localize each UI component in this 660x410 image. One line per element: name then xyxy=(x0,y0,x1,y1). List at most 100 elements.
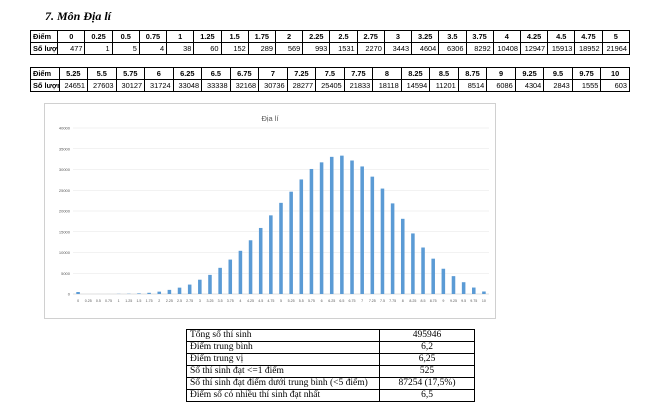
stat-label: Điểm số có nhiều thí sinh đạt nhất xyxy=(186,389,380,402)
bar xyxy=(390,203,395,294)
x-tick-label: 10 xyxy=(482,299,486,303)
x-tick-label: 1.5 xyxy=(136,299,141,303)
x-tick-label: 2.75 xyxy=(186,299,193,303)
score-cell: 2.5 xyxy=(329,30,358,43)
count-cell: 27603 xyxy=(87,79,117,92)
bar xyxy=(350,160,354,294)
count-cell: 993 xyxy=(302,42,331,55)
score-cell: 6.5 xyxy=(201,67,231,80)
count-cell: 1 xyxy=(84,42,113,55)
score-cell: 7.75 xyxy=(343,67,374,80)
bar xyxy=(157,291,162,294)
score-row: Điểm 0 0.25 0.5 0.75 1 1.25 1.5 1.75 2 2.25 2.5 2.75… xyxy=(29,30,631,43)
count-cell: 33048 xyxy=(172,79,203,92)
x-tick-label: 7.25 xyxy=(369,299,376,303)
count-cell: 12947 xyxy=(519,42,549,55)
bar xyxy=(309,168,314,294)
score-cell: 8.25 xyxy=(400,67,431,80)
x-tick-label: 9.75 xyxy=(470,299,477,303)
bar xyxy=(400,218,405,294)
score-cell: 2.25 xyxy=(302,30,331,43)
x-tick-label: 6.5 xyxy=(339,299,344,303)
x-tick-label: 0 xyxy=(77,299,79,303)
bar xyxy=(269,215,273,294)
count-cell: 2270 xyxy=(356,42,385,55)
y-tick-label: 25000 xyxy=(59,188,71,193)
score-cell: 9 xyxy=(486,67,516,80)
count-cell: 14594 xyxy=(400,79,431,92)
count-cell: 6306 xyxy=(438,42,467,55)
score-cell: 4 xyxy=(492,30,521,43)
x-tick-label: 4 xyxy=(239,299,241,303)
x-tick-label: 4.25 xyxy=(247,299,254,303)
x-tick-label: 0.25 xyxy=(85,299,92,303)
count-cell: 1531 xyxy=(329,42,358,55)
row-label: Điểm xyxy=(30,67,60,80)
count-cell: 152 xyxy=(220,42,249,55)
bar xyxy=(431,258,435,294)
bar xyxy=(208,274,212,294)
score-cell: 3 xyxy=(383,30,413,43)
score-cell: 5 xyxy=(601,30,631,43)
count-cell: 38 xyxy=(166,42,195,55)
count-cell: 15913 xyxy=(547,42,576,55)
count-cell: 60 xyxy=(193,42,222,55)
count-cell: 3443 xyxy=(383,42,413,55)
score-cell: 5.25 xyxy=(58,67,89,80)
score-table-1: Điểm 0 0.25 0.5 0.75 1 1.25 1.5 1.75 2 2.25 2.5 2.75… xyxy=(29,30,631,55)
bar xyxy=(380,188,385,294)
bar xyxy=(472,287,476,294)
score-cell: 4.25 xyxy=(519,30,549,43)
score-cell: 1.5 xyxy=(220,30,249,43)
score-cell: 1.25 xyxy=(193,30,222,43)
x-tick-label: 9.5 xyxy=(461,299,466,303)
stat-value: 495946 xyxy=(379,329,475,342)
score-cell: 4.5 xyxy=(547,30,576,43)
stat-label: Tổng số thí sinh xyxy=(186,329,380,342)
stat-label: Điểm trung vị xyxy=(186,353,380,366)
count-cell: 11201 xyxy=(429,79,459,92)
row-label: Điểm xyxy=(29,30,59,43)
score-cell: 6 xyxy=(144,67,174,80)
bar xyxy=(258,227,263,294)
x-tick-label: 5.75 xyxy=(308,299,315,303)
summary-table: Tổng số thí sinh 495946 Điểm trung bình 6,2… xyxy=(186,329,475,402)
bar xyxy=(360,166,364,294)
stat-row: Điểm trung vị 6,25 xyxy=(186,353,475,366)
stat-value: 87254 (17,5%) xyxy=(379,377,475,390)
score-cell: 3.75 xyxy=(465,30,494,43)
stat-label: Số thí sinh đạt điểm dưới trung bình (<5… xyxy=(186,377,380,390)
x-tick-label: 5.25 xyxy=(288,299,295,303)
x-tick-label: 8.25 xyxy=(409,299,416,303)
score-cell: 1 xyxy=(166,30,195,43)
x-tick-label: 2 xyxy=(158,299,160,303)
y-tick-label: 0 xyxy=(68,292,71,297)
count-cell: 477 xyxy=(57,42,86,55)
score-cell: 6.75 xyxy=(229,67,260,80)
bar xyxy=(167,289,172,294)
stat-row: Số thí sinh đạt điểm dưới trung bình (<5… xyxy=(186,377,475,390)
x-tick-label: 8.75 xyxy=(430,299,437,303)
score-cell: 8 xyxy=(372,67,402,80)
x-tick-label: 0.5 xyxy=(96,299,101,303)
score-cell: 2.75 xyxy=(356,30,385,43)
count-cell: 8514 xyxy=(457,79,488,92)
stat-label: Số thí sinh đạt <=1 điểm xyxy=(186,365,380,378)
count-cell: 18118 xyxy=(372,79,402,92)
bar xyxy=(461,282,466,294)
bar xyxy=(340,155,344,294)
x-tick-label: 8 xyxy=(402,299,404,303)
count-cell: 32168 xyxy=(229,79,260,92)
bar xyxy=(76,292,80,294)
bar xyxy=(319,162,324,294)
x-tick-label: 6.25 xyxy=(328,299,335,303)
stat-value: 6,5 xyxy=(379,389,475,402)
count-cell: 30736 xyxy=(258,79,288,92)
count-cell: 21833 xyxy=(343,79,374,92)
count-cell: 4604 xyxy=(411,42,440,55)
x-tick-label: 5 xyxy=(280,299,282,303)
count-cell: 24651 xyxy=(58,79,89,92)
x-tick-label: 4.5 xyxy=(258,299,263,303)
count-cell: 4304 xyxy=(514,79,545,92)
x-tick-label: 9.25 xyxy=(450,299,457,303)
